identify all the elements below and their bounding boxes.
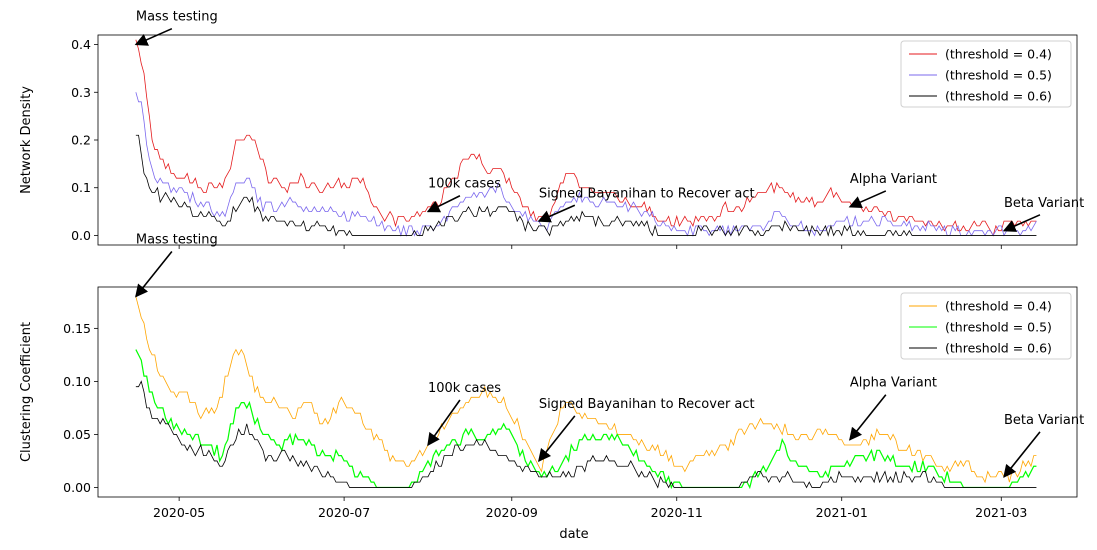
annotation-arrow (427, 399, 461, 447)
plot-frame (97, 286, 1078, 498)
legend: (threshold = 0.4) (threshold = 0.5) (thres… (900, 292, 1072, 360)
y-axis-label: Clustering Coefficient (19, 322, 34, 462)
annotation-arrow (1003, 431, 1041, 478)
annotation-arrow (538, 415, 576, 462)
annotation-arrow (849, 394, 887, 441)
y-tick-label: 0.10 (63, 374, 91, 389)
annotation-label: Signed Bayanihan to Recover act (539, 397, 755, 412)
annotation-label: Mass testing (136, 233, 218, 248)
y-axis-label: Network Density (19, 86, 34, 194)
annotation-arrow (848, 190, 887, 209)
y-tick-label: 0.1 (71, 180, 91, 195)
x-tick-label: 2021-03 (975, 505, 1027, 520)
legend-box (900, 292, 1072, 360)
annotation-arrow (537, 204, 576, 223)
annotation-label: Signed Bayanihan to Recover act (539, 186, 755, 201)
legend-box (900, 40, 1072, 108)
series-line-2 (135, 349, 1037, 490)
legend-label: (threshold = 0.6) (945, 341, 1052, 356)
y-tick-label: 0.15 (63, 321, 91, 336)
x-tick-label: 2020-07 (318, 505, 370, 520)
x-tick-label: 2020-11 (651, 505, 703, 520)
network-density-panel: 0.0 0.1 0.2 0.3 0.4 Network Density Mass testi… (19, 10, 1084, 249)
clustering-coefficient-panel: 0.00 0.05 0.10 0.15 2020-05 2020-07 2020-09 202… (19, 233, 1084, 520)
y-tick-label: 0.2 (71, 133, 91, 148)
legend-label: (threshold = 0.6) (945, 89, 1052, 104)
annotation-arrow (426, 195, 461, 213)
x-tick-label: 2020-09 (486, 505, 538, 520)
y-tick-label: 0.3 (71, 85, 91, 100)
y-tick-label: 0.4 (71, 37, 91, 52)
annotation-arrow (1002, 214, 1041, 232)
legend-label: (threshold = 0.4) (945, 299, 1052, 314)
annotation-label: 100k cases (428, 381, 501, 396)
y-tick-label: 0.00 (63, 480, 91, 495)
y-tick-label: 0.0 (71, 228, 91, 243)
annotation-label: Alpha Variant (850, 376, 937, 391)
series-line-3 (135, 380, 1037, 489)
annotation-label: Alpha Variant (850, 172, 937, 187)
y-tick-label: 0.05 (63, 427, 91, 442)
series-line-1 (135, 39, 1037, 237)
series-line-1 (135, 296, 1037, 484)
annotation-label: Beta Variant (1004, 196, 1084, 211)
legend: (threshold = 0.4) (threshold = 0.5) (thres… (900, 40, 1072, 108)
annotation-arrow (135, 251, 173, 298)
series-line-2 (135, 92, 1037, 237)
legend-label: (threshold = 0.4) (945, 47, 1052, 62)
annotation-arrow (134, 27, 173, 46)
annotation-label: Beta Variant (1004, 413, 1084, 428)
legend-label: (threshold = 0.5) (945, 68, 1052, 83)
x-axis-label: date (559, 527, 588, 542)
annotation-label: 100k cases (428, 177, 501, 192)
series-line-3 (135, 134, 1037, 237)
x-tick-label: 2021-01 (816, 505, 868, 520)
x-tick-label: 2020-05 (153, 505, 205, 520)
annotation-label: Mass testing (136, 10, 218, 25)
legend-label: (threshold = 0.5) (945, 320, 1052, 335)
